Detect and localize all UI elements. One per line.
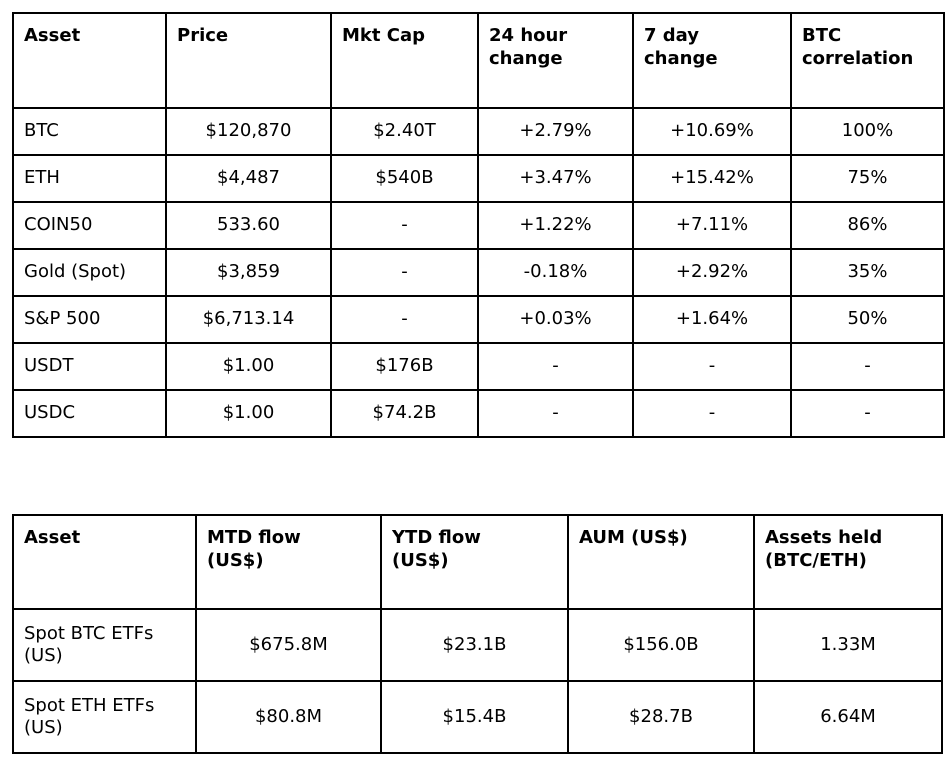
table-row: ETH $4,487 $540B +3.47% +15.42% 75%	[12, 154, 945, 203]
mkt-cap-cell: $540B	[330, 154, 479, 203]
ytd-flow-cell: $15.4B	[380, 680, 569, 754]
price-cell: $4,487	[165, 154, 332, 203]
header-asset: Asset	[12, 12, 167, 109]
change-24h-cell: +3.47%	[477, 154, 634, 203]
btc-correlation-cell: 86%	[790, 201, 945, 250]
asset-cell: Gold (Spot)	[12, 248, 167, 297]
price-cell: $3,859	[165, 248, 332, 297]
header-aum: AUM (US$)	[567, 514, 755, 610]
assets-held-cell: 1.33M	[753, 608, 943, 682]
mkt-cap-cell: $176B	[330, 342, 479, 391]
header-24h-change: 24 hour change	[477, 12, 634, 109]
header-7d-change: 7 day change	[632, 12, 792, 109]
price-cell: $6,713.14	[165, 295, 332, 344]
btc-correlation-cell: 35%	[790, 248, 945, 297]
change-7d-cell: -	[632, 389, 792, 438]
table-row: Gold (Spot) $3,859 - -0.18% +2.92% 35%	[12, 248, 945, 297]
header-btc-correlation: BTC correlation	[790, 12, 945, 109]
asset-cell: Spot BTC ETFs (US)	[12, 608, 197, 682]
change-7d-cell: +2.92%	[632, 248, 792, 297]
header-mtd-flow: MTD flow (US$)	[195, 514, 382, 610]
price-cell: 533.60	[165, 201, 332, 250]
mkt-cap-cell: $74.2B	[330, 389, 479, 438]
mtd-flow-cell: $675.8M	[195, 608, 382, 682]
asset-cell: ETH	[12, 154, 167, 203]
asset-cell: Spot ETH ETFs (US)	[12, 680, 197, 754]
change-24h-cell: +0.03%	[477, 295, 634, 344]
table-row: USDT $1.00 $176B - - -	[12, 342, 945, 391]
asset-cell: USDC	[12, 389, 167, 438]
change-7d-cell: +10.69%	[632, 107, 792, 156]
header-assets-held: Assets held (BTC/ETH)	[753, 514, 943, 610]
mkt-cap-cell: -	[330, 248, 479, 297]
change-24h-cell: +1.22%	[477, 201, 634, 250]
table-row: BTC $120,870 $2.40T +2.79% +10.69% 100%	[12, 107, 945, 156]
header-ytd-flow: YTD flow (US$)	[380, 514, 569, 610]
mkt-cap-cell: -	[330, 295, 479, 344]
asset-cell: S&P 500	[12, 295, 167, 344]
table-row: Spot ETH ETFs (US) $80.8M $15.4B $28.7B …	[12, 680, 943, 754]
price-cell: $120,870	[165, 107, 332, 156]
table-row: COIN50 533.60 - +1.22% +7.11% 86%	[12, 201, 945, 250]
asset-cell: COIN50	[12, 201, 167, 250]
change-7d-cell: +7.11%	[632, 201, 792, 250]
change-7d-cell: +1.64%	[632, 295, 792, 344]
etf-flows-table: Asset MTD flow (US$) YTD flow (US$) AUM …	[12, 514, 943, 754]
aum-cell: $156.0B	[567, 608, 755, 682]
change-24h-cell: +2.79%	[477, 107, 634, 156]
btc-correlation-cell: -	[790, 342, 945, 391]
table-row: Spot BTC ETFs (US) $675.8M $23.1B $156.0…	[12, 608, 943, 682]
asset-cell: USDT	[12, 342, 167, 391]
header-mkt-cap: Mkt Cap	[330, 12, 479, 109]
change-24h-cell: -	[477, 342, 634, 391]
mkt-cap-cell: -	[330, 201, 479, 250]
price-cell: $1.00	[165, 342, 332, 391]
change-24h-cell: -	[477, 389, 634, 438]
market-table-header-row: Asset Price Mkt Cap 24 hour change 7 day…	[12, 12, 945, 109]
ytd-flow-cell: $23.1B	[380, 608, 569, 682]
table-row: USDC $1.00 $74.2B - - -	[12, 389, 945, 438]
mkt-cap-cell: $2.40T	[330, 107, 479, 156]
aum-cell: $28.7B	[567, 680, 755, 754]
header-asset: Asset	[12, 514, 197, 610]
header-price: Price	[165, 12, 332, 109]
change-7d-cell: +15.42%	[632, 154, 792, 203]
market-overview-table: Asset Price Mkt Cap 24 hour change 7 day…	[12, 12, 945, 438]
btc-correlation-cell: 100%	[790, 107, 945, 156]
change-7d-cell: -	[632, 342, 792, 391]
price-cell: $1.00	[165, 389, 332, 438]
change-24h-cell: -0.18%	[477, 248, 634, 297]
btc-correlation-cell: 75%	[790, 154, 945, 203]
assets-held-cell: 6.64M	[753, 680, 943, 754]
etf-table-header-row: Asset MTD flow (US$) YTD flow (US$) AUM …	[12, 514, 943, 610]
mtd-flow-cell: $80.8M	[195, 680, 382, 754]
btc-correlation-cell: 50%	[790, 295, 945, 344]
btc-correlation-cell: -	[790, 389, 945, 438]
asset-cell: BTC	[12, 107, 167, 156]
table-row: S&P 500 $6,713.14 - +0.03% +1.64% 50%	[12, 295, 945, 344]
